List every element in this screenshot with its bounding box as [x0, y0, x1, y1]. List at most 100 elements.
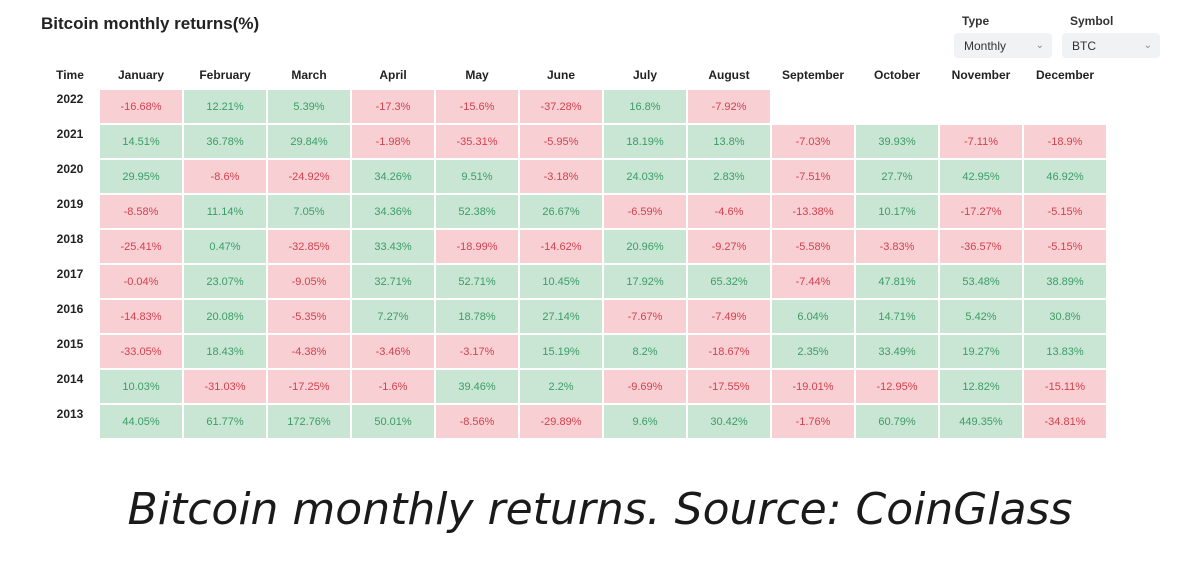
return-cell: 16.8% — [604, 90, 686, 123]
return-cell: 13.8% — [688, 125, 770, 158]
return-cell: -8.58% — [100, 195, 182, 228]
return-cell: 53.48% — [940, 265, 1022, 298]
table-row: 2022 -16.68% 12.21% 5.39% -17.3% -15.6% -37.28… — [42, 90, 1106, 123]
return-cell: 13.83% — [1024, 335, 1106, 368]
return-cell: -7.03% — [772, 125, 854, 158]
return-cell: -7.67% — [604, 300, 686, 333]
return-cell: 15.19% — [520, 335, 602, 368]
return-cell: 2.35% — [772, 335, 854, 368]
monthly-returns-heatmap: Time January February March April May June Jul… — [40, 60, 1108, 440]
return-cell: 20.08% — [184, 300, 266, 333]
month-header-february: February — [199, 68, 251, 82]
return-cell: 65.32% — [688, 265, 770, 298]
return-cell: 18.78% — [436, 300, 518, 333]
return-cell: 30.42% — [688, 405, 770, 438]
return-cell: 24.03% — [604, 160, 686, 193]
return-cell: 0.47% — [184, 230, 266, 263]
return-cell: 46.92% — [1024, 160, 1106, 193]
month-header-may: May — [465, 68, 489, 82]
return-cell: -1.76% — [772, 405, 854, 438]
header-row: Time January February March April May June Jul… — [42, 62, 1106, 88]
return-cell: 172.76% — [268, 405, 350, 438]
year-label: 2018 — [56, 232, 84, 246]
return-cell: 8.2% — [604, 335, 686, 368]
return-cell: -31.03% — [184, 370, 266, 403]
return-cell: -5.95% — [520, 125, 602, 158]
return-cell: -7.92% — [688, 90, 770, 123]
type-filter-label: Type — [962, 14, 990, 28]
return-cell: 20.96% — [604, 230, 686, 263]
year-label: 2022 — [56, 92, 84, 106]
return-cell: -5.35% — [268, 300, 350, 333]
return-cell: -14.83% — [100, 300, 182, 333]
return-cell: 11.14% — [184, 195, 266, 228]
return-cell: 42.95% — [940, 160, 1022, 193]
table-row: 2014 10.03% -31.03% -17.25% -1.6% 39.46% 2.2% -… — [42, 370, 1106, 403]
return-cell: -5.15% — [1024, 230, 1106, 263]
table-row: 2021 14.51% 36.78% 29.84% -1.98% -35.31% -5.95… — [42, 125, 1106, 158]
return-cell: 61.77% — [184, 405, 266, 438]
return-cell: 5.42% — [940, 300, 1022, 333]
year-label: 2021 — [56, 127, 84, 141]
return-cell: -37.28% — [520, 90, 602, 123]
year-label: 2017 — [56, 267, 84, 281]
return-cell: -7.11% — [940, 125, 1022, 158]
empty-cell — [1024, 90, 1106, 123]
empty-cell — [772, 90, 854, 123]
return-cell: 2.83% — [688, 160, 770, 193]
return-cell: 2.2% — [520, 370, 602, 403]
return-cell: -29.89% — [520, 405, 602, 438]
symbol-select[interactable]: BTC ⌄ — [1062, 33, 1160, 58]
return-cell: -25.41% — [100, 230, 182, 263]
month-header-july: July — [632, 68, 657, 82]
return-cell: 29.84% — [268, 125, 350, 158]
return-cell: -18.9% — [1024, 125, 1106, 158]
return-cell: 33.49% — [856, 335, 938, 368]
return-cell: -8.56% — [436, 405, 518, 438]
return-cell: 30.8% — [1024, 300, 1106, 333]
return-cell: -16.68% — [100, 90, 182, 123]
return-cell: -32.85% — [268, 230, 350, 263]
return-cell: -6.59% — [604, 195, 686, 228]
return-cell: 18.43% — [184, 335, 266, 368]
year-label: 2015 — [56, 337, 84, 351]
table-row: 2019 -8.58% 11.14% 7.05% 34.36% 52.38% 26.67% -… — [42, 195, 1106, 228]
return-cell: -24.92% — [268, 160, 350, 193]
return-cell: -17.55% — [688, 370, 770, 403]
return-cell: -19.01% — [772, 370, 854, 403]
chart-title: Bitcoin monthly returns(%) — [41, 14, 260, 33]
return-cell: 14.51% — [100, 125, 182, 158]
time-column-header: Time — [56, 68, 84, 82]
return-cell: -17.27% — [940, 195, 1022, 228]
return-cell: -9.69% — [604, 370, 686, 403]
return-cell: -33.05% — [100, 335, 182, 368]
return-cell: -13.38% — [772, 195, 854, 228]
return-cell: 38.89% — [1024, 265, 1106, 298]
return-cell: -8.6% — [184, 160, 266, 193]
return-cell: -15.6% — [436, 90, 518, 123]
chevron-down-icon: ⌄ — [1143, 40, 1152, 51]
return-cell: 39.46% — [436, 370, 518, 403]
return-cell: -9.27% — [688, 230, 770, 263]
return-cell: -4.6% — [688, 195, 770, 228]
year-label: 2020 — [56, 162, 84, 176]
return-cell: 14.71% — [856, 300, 938, 333]
return-cell: 52.38% — [436, 195, 518, 228]
month-header-september: September — [781, 68, 845, 82]
return-cell: 27.7% — [856, 160, 938, 193]
chevron-down-icon: ⌄ — [1035, 40, 1044, 51]
return-cell: 34.36% — [352, 195, 434, 228]
return-cell: 12.21% — [184, 90, 266, 123]
year-label: 2013 — [56, 407, 84, 421]
return-cell: -4.38% — [268, 335, 350, 368]
return-cell: -1.98% — [352, 125, 434, 158]
return-cell: 36.78% — [184, 125, 266, 158]
month-header-january: January — [117, 68, 165, 82]
return-cell: 29.95% — [100, 160, 182, 193]
month-header-august: August — [708, 68, 750, 82]
month-header-october: October — [873, 68, 920, 82]
type-select[interactable]: Monthly ⌄ — [954, 33, 1052, 58]
table-row: 2020 29.95% -8.6% -24.92% 34.26% 9.51% -3.18% 2… — [42, 160, 1106, 193]
year-label: 2019 — [56, 197, 84, 211]
return-cell: 7.05% — [268, 195, 350, 228]
